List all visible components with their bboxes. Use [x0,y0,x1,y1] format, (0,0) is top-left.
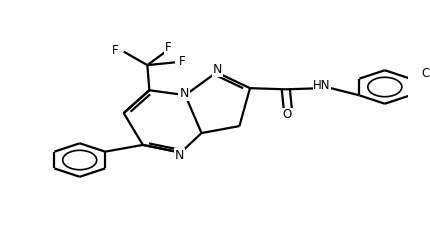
Text: F: F [179,55,186,68]
Text: O: O [283,108,292,121]
Text: F: F [111,44,118,57]
Text: N: N [213,63,222,76]
Text: Cl: Cl [421,67,430,80]
Text: F: F [164,41,171,55]
Text: HN: HN [313,79,331,92]
Text: N: N [175,149,184,162]
Text: N: N [179,87,189,100]
